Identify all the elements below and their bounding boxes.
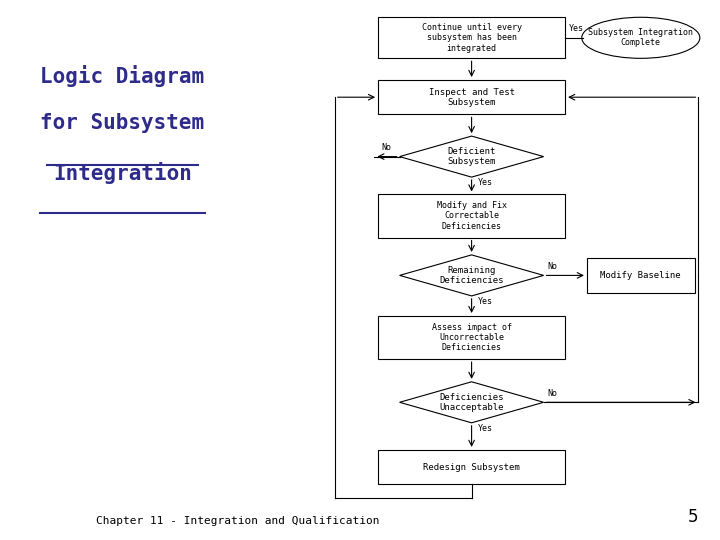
Text: Yes: Yes <box>477 297 492 306</box>
Text: Remaining
Deficiencies: Remaining Deficiencies <box>439 266 504 285</box>
Text: Redesign Subsystem: Redesign Subsystem <box>423 463 520 471</box>
Text: Modify Baseline: Modify Baseline <box>600 271 681 280</box>
Text: Yes: Yes <box>569 24 584 33</box>
Text: Deficient
Subsystem: Deficient Subsystem <box>447 147 496 166</box>
Bar <box>378 450 565 484</box>
Text: Subsystem Integration
Complete: Subsystem Integration Complete <box>588 28 693 48</box>
Bar <box>378 194 565 238</box>
Text: Integration: Integration <box>53 162 192 184</box>
Text: Inspect and Test
Subsystem: Inspect and Test Subsystem <box>428 87 515 107</box>
Text: Logic Diagram: Logic Diagram <box>40 65 204 87</box>
Text: Yes: Yes <box>477 424 492 433</box>
Bar <box>378 80 565 114</box>
Text: No: No <box>547 262 557 271</box>
Text: Chapter 11 - Integration and Qualification: Chapter 11 - Integration and Qualificati… <box>96 516 379 526</box>
Text: Continue until every
subsystem has been
integrated: Continue until every subsystem has been … <box>422 23 521 53</box>
Text: No: No <box>382 143 392 152</box>
Text: 5: 5 <box>688 509 698 526</box>
Text: Modify and Fix
Correctable
Deficiencies: Modify and Fix Correctable Deficiencies <box>436 201 507 231</box>
Text: Yes: Yes <box>477 178 492 187</box>
Text: No: No <box>547 389 557 398</box>
Bar <box>378 17 565 58</box>
Text: Deficiencies
Unacceptable: Deficiencies Unacceptable <box>439 393 504 412</box>
Text: Assess impact of
Uncorrectable
Deficiencies: Assess impact of Uncorrectable Deficienc… <box>431 322 512 353</box>
Text: for Subsystem: for Subsystem <box>40 113 204 133</box>
Bar <box>378 316 565 359</box>
Bar <box>587 258 695 293</box>
